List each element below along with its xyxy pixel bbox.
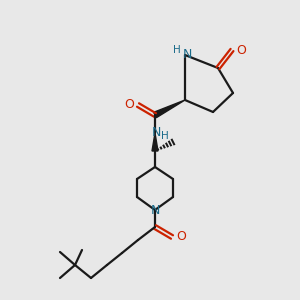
Text: N: N bbox=[150, 203, 160, 217]
Text: H: H bbox=[161, 131, 169, 141]
Text: O: O bbox=[124, 98, 134, 112]
Text: N: N bbox=[151, 127, 161, 140]
Polygon shape bbox=[154, 100, 185, 118]
Text: N: N bbox=[182, 49, 192, 62]
Text: O: O bbox=[236, 44, 246, 56]
Text: H: H bbox=[173, 45, 181, 55]
Text: O: O bbox=[176, 230, 186, 244]
Polygon shape bbox=[152, 133, 158, 151]
